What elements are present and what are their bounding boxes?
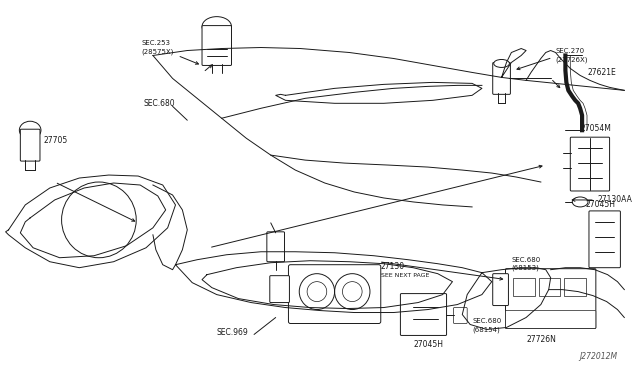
Text: SEC.680: SEC.680 <box>511 257 541 263</box>
Ellipse shape <box>493 60 509 67</box>
Text: 27045H: 27045H <box>585 201 615 209</box>
FancyBboxPatch shape <box>401 294 447 336</box>
Text: SEC.680: SEC.680 <box>143 99 175 108</box>
Ellipse shape <box>19 121 41 139</box>
Ellipse shape <box>202 17 232 36</box>
FancyBboxPatch shape <box>289 265 381 324</box>
Text: 27045H: 27045H <box>413 340 443 349</box>
Bar <box>539 278 561 296</box>
Text: SEC.680: SEC.680 <box>472 318 501 324</box>
FancyBboxPatch shape <box>506 269 596 328</box>
Text: (27726X): (27726X) <box>556 56 588 63</box>
Text: 27130AA: 27130AA <box>598 195 633 205</box>
FancyBboxPatch shape <box>493 62 510 94</box>
Text: (68154): (68154) <box>472 326 500 333</box>
Text: J272012M: J272012M <box>579 352 618 361</box>
Text: SEC.969: SEC.969 <box>217 328 248 337</box>
FancyBboxPatch shape <box>453 308 467 324</box>
Text: 27726N: 27726N <box>526 335 556 344</box>
Text: (68153): (68153) <box>511 264 540 271</box>
FancyBboxPatch shape <box>270 276 289 302</box>
Text: SEE NEXT PAGE: SEE NEXT PAGE <box>381 273 429 278</box>
Text: 27621E: 27621E <box>588 68 617 77</box>
Bar <box>513 278 535 296</box>
FancyBboxPatch shape <box>506 311 596 328</box>
Text: SEC.253: SEC.253 <box>141 39 170 45</box>
Text: 27130: 27130 <box>381 262 405 271</box>
FancyBboxPatch shape <box>493 274 508 305</box>
Text: SEC.270: SEC.270 <box>556 48 585 54</box>
Bar <box>564 278 586 296</box>
Text: 27705: 27705 <box>44 136 68 145</box>
FancyBboxPatch shape <box>570 137 609 191</box>
FancyBboxPatch shape <box>20 129 40 161</box>
Text: (28575X): (28575X) <box>141 48 173 55</box>
FancyBboxPatch shape <box>202 26 232 65</box>
Ellipse shape <box>572 197 588 207</box>
FancyBboxPatch shape <box>589 211 620 268</box>
Text: 27054M: 27054M <box>580 124 611 133</box>
FancyBboxPatch shape <box>267 232 285 262</box>
